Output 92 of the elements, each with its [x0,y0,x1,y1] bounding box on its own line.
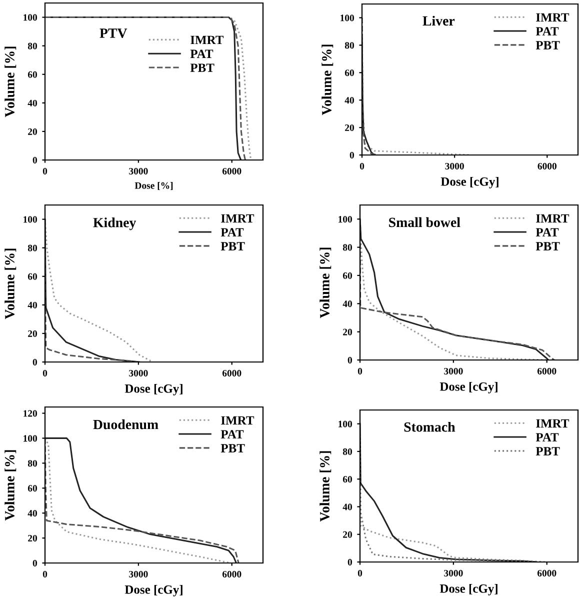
y-tick-label: 40 [28,510,37,517]
y-tick-label: 20 [343,531,352,538]
line-series [362,16,378,155]
y-tick-label: 40 [342,300,352,308]
legend-label: PBT [220,242,245,250]
text: PTV [100,28,128,38]
y-tick-label: 20 [28,330,37,337]
legend-label: IMRT [221,416,254,424]
legend-label: IMRT [536,214,570,222]
x-tick-label: 6000 [538,162,556,170]
x-tick-label: 6000 [222,570,242,578]
legend-label: PAT [536,228,559,236]
x-tick-label: 0 [358,570,362,576]
y-tick-label: 0 [348,558,352,566]
y-tick-label: 20 [343,328,352,336]
y-tick-label: 80 [28,460,37,467]
text: Stomach [404,422,456,432]
y-tick-label: 0 [350,152,354,158]
x-axis-title: Dose [cGy] [440,177,498,188]
y-tick-label: 20 [345,124,354,132]
y-axis-title: Volume [%] [4,46,16,118]
text: Small bowel [389,217,460,228]
y-tick-label: 60 [28,485,37,492]
x-tick-label: 0 [358,368,362,374]
text: Duodenum [93,419,158,430]
y-axis-title: Volume [%] [320,248,332,318]
y-tick-label: 60 [342,476,352,483]
y-tick-label: 0 [32,358,37,366]
y-tick-label: 60 [342,272,352,279]
y-tick-label: 100 [340,14,354,22]
x-tick-label: 0 [42,370,48,376]
x-tick-label: 6000 [222,168,242,174]
x-tick-label: 3000 [129,370,148,376]
y-tick-label: 100 [338,216,352,223]
y-axis-title: Volume [%] [4,248,16,320]
y-tick-label: 0 [348,356,352,364]
x-axis-title: Dose [cGy] [124,585,182,596]
legend-label: PAT [536,27,559,36]
legend-label: PBT [536,242,560,250]
x-tick-label: 3000 [129,570,148,578]
y-tick-label: 40 [342,504,352,510]
y-tick-label: 0 [32,156,37,164]
legend-label: PBT [220,444,245,452]
x-tick-label: 6000 [537,368,556,374]
y-tick-label: 60 [28,273,37,280]
y-tick-label: 20 [28,128,37,135]
y-axis-title: Volume [%] [322,44,334,116]
legend-label: PAT [536,433,559,442]
x-tick-label: 3000 [129,168,148,174]
y-tick-label: 80 [28,42,37,50]
x-axis-title: Dose [%] [134,182,173,190]
legend-label: PBT [190,64,214,72]
y-tick-label: 20 [28,534,37,542]
y-tick-label: 80 [342,244,352,251]
x-axis-title: Dose [cGy] [440,584,498,596]
x-axis-title: Dose [cGy] [124,384,182,396]
legend-label: IMRT [190,36,224,44]
x-tick-label: 0 [360,162,364,170]
x-tick-label: 3000 [444,570,463,576]
y-tick-label: 0 [32,560,37,566]
y-tick-label: 100 [24,435,37,442]
y-axis-title: Volume [%] [320,451,332,522]
x-tick-label: 6000 [222,370,242,376]
text: Liver [422,16,455,26]
x-axis-title: Dose [cGy] [440,382,498,394]
text: Kidney [93,218,136,230]
y-tick-label: 100 [338,420,352,428]
y-tick-label: 40 [28,100,37,106]
legend-label: PAT [220,430,244,438]
legend-label: PAT [190,50,214,58]
x-tick-label: 6000 [537,570,556,576]
x-tick-label: 0 [42,168,48,174]
legend-label: IMRT [536,13,570,22]
legend-label: IMRT [221,214,254,222]
x-tick-label: 3000 [444,368,463,374]
legend-label: PBT [536,41,560,50]
y-tick-label: 100 [24,216,37,223]
y-tick-label: 60 [28,71,37,78]
y-tick-label: 60 [344,70,354,76]
x-tick-label: 3000 [445,162,464,170]
y-tick-label: 80 [28,244,37,252]
y-tick-label: 80 [342,448,352,455]
legend-label: IMRT [536,419,570,428]
y-tick-label: 40 [344,97,354,104]
y-axis-title: Volume [%] [4,450,16,521]
y-tick-label: 80 [344,42,354,49]
y-tick-label: 40 [28,302,37,308]
y-tick-label: 100 [24,14,37,21]
x-tick-label: 0 [42,570,48,578]
legend-label: PAT [220,228,244,236]
y-tick-label: 120 [24,410,37,417]
legend-label: PBT [536,447,560,456]
